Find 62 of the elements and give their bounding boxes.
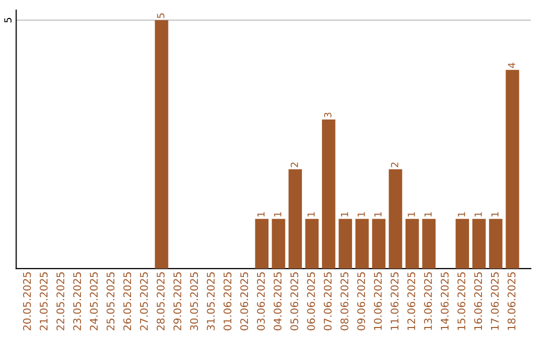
data-label: 3 xyxy=(324,112,332,118)
data-label: 2 xyxy=(290,162,298,168)
x-tick-label: 31.05.2025 xyxy=(206,272,215,330)
bar xyxy=(388,169,402,269)
x-tick-label: 08.06.2025 xyxy=(340,272,348,330)
data-label: 1 xyxy=(458,212,465,216)
data-label: 1 xyxy=(358,212,365,216)
data-label: 1 xyxy=(491,212,498,216)
x-tick-label: 23.05.2025 xyxy=(73,272,82,330)
x-tick-label: 15.06.2025 xyxy=(457,272,466,330)
bar xyxy=(422,218,436,269)
x-tick-label: 04.06.2025 xyxy=(274,272,282,330)
x-tick-label: 14.06.2025 xyxy=(440,272,449,330)
bar xyxy=(154,20,168,269)
data-label: 1 xyxy=(308,212,315,216)
x-tick-label: 16.06.2025 xyxy=(474,272,482,330)
x-tick-label: 12.06.2025 xyxy=(407,272,416,330)
bar xyxy=(456,218,469,269)
x-tick-label: 28.05.2025 xyxy=(156,272,165,330)
x-tick-label: 18.06.2025 xyxy=(508,272,516,330)
x-tick-label: 17.06.2025 xyxy=(490,272,499,330)
data-label: 1 xyxy=(257,212,264,216)
bar xyxy=(506,70,520,269)
bar xyxy=(272,218,286,269)
bar xyxy=(472,218,486,269)
data-label: 1 xyxy=(340,212,348,216)
x-tick-label: 05.06.2025 xyxy=(290,272,298,330)
bar xyxy=(305,218,319,269)
bar xyxy=(489,218,502,269)
x-tick-label: 07.06.2025 xyxy=(324,272,332,330)
data-label: 1 xyxy=(408,212,415,216)
bar xyxy=(255,218,268,269)
x-tick-label: 09.06.2025 xyxy=(357,272,366,330)
x-tick-label: 03.06.2025 xyxy=(256,272,265,330)
data-label: 1 xyxy=(274,212,282,216)
data-label: 2 xyxy=(390,162,398,168)
x-tick-label: 20.05.2025 xyxy=(23,272,31,330)
bar xyxy=(338,218,352,269)
data-label: 1 xyxy=(424,212,432,216)
x-tick-label: 06.06.2025 xyxy=(307,272,315,330)
x-tick-label: 24.05.2025 xyxy=(90,272,98,330)
data-label: 1 xyxy=(374,212,382,216)
data-label: 4 xyxy=(508,62,516,68)
bar xyxy=(322,120,336,269)
x-tick-label: 25.05.2025 xyxy=(106,272,114,330)
x-tick-label: 02.06.2025 xyxy=(240,272,248,330)
x-tick-label: 10.06.2025 xyxy=(374,272,382,330)
x-tick-label: 01.06.2025 xyxy=(224,272,232,330)
x-tick-label: 26.05.2025 xyxy=(123,272,132,330)
data-label: 5 xyxy=(157,13,164,18)
bar xyxy=(288,169,302,269)
bar xyxy=(372,218,386,269)
x-tick-label: 11.06.2025 xyxy=(390,272,399,330)
x-tick-label: 27.05.2025 xyxy=(140,272,148,330)
x-tick-label: 30.05.2025 xyxy=(190,272,198,330)
x-tick-label: 21.05.2025 xyxy=(40,272,48,330)
x-tick-label: 13.06.2025 xyxy=(424,272,432,330)
bar xyxy=(355,218,369,269)
x-tick-label: 22.05.2025 xyxy=(56,272,64,330)
x-tick-label: 29.05.2025 xyxy=(173,272,182,330)
bar xyxy=(406,218,419,269)
data-label: 1 xyxy=(474,212,482,216)
